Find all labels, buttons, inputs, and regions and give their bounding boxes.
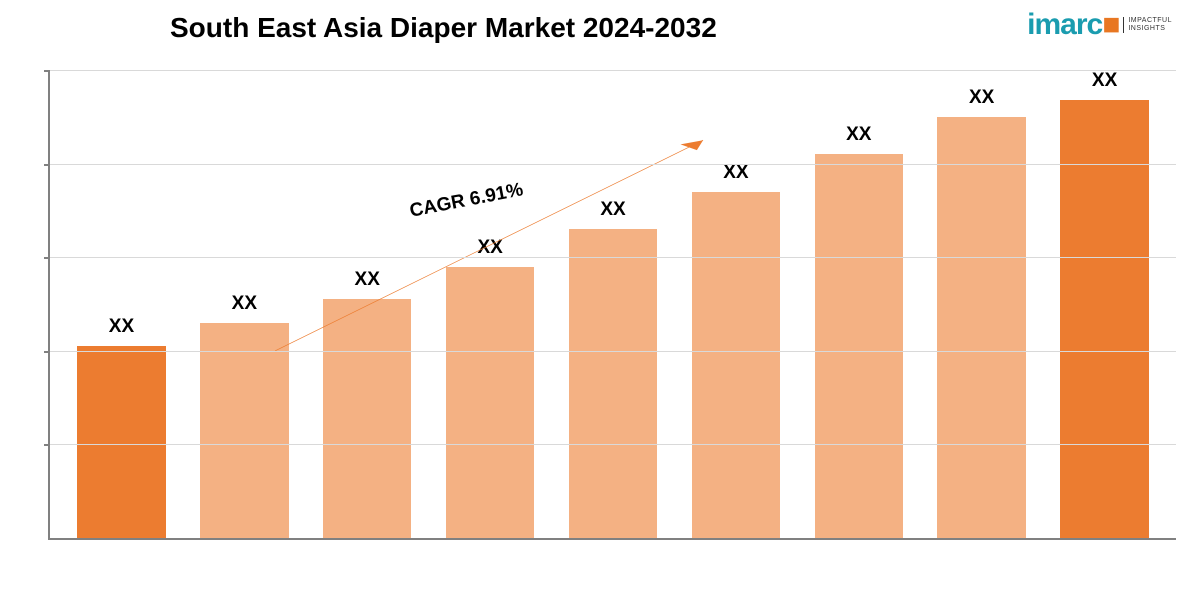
bar: [569, 229, 657, 538]
gridline: [50, 351, 1176, 352]
gridline: [50, 444, 1176, 445]
brand-logo: imarc■ IMPACTFUL INSIGHTS: [1027, 8, 1172, 42]
bar-value-label: XX: [846, 124, 871, 146]
bar-slot: XX: [183, 70, 306, 538]
logo-main-text: imarc: [1027, 8, 1102, 41]
logo-tagline-line2: INSIGHTS: [1128, 25, 1165, 32]
bar-value-label: XX: [969, 87, 994, 109]
bar: [1060, 100, 1148, 538]
y-tick: [44, 351, 50, 353]
logo-dot-icon: ■: [1102, 8, 1119, 41]
bar: [446, 267, 534, 538]
bar-slot: XX: [1043, 70, 1166, 538]
chart-title: South East Asia Diaper Market 2024-2032: [170, 12, 717, 44]
logo-text: imarc■: [1027, 8, 1119, 42]
y-tick: [44, 70, 50, 72]
bar-value-label: XX: [109, 316, 134, 338]
plot-region: XXXXXXXXXXXXXXXXXX CAGR 6.91%: [48, 70, 1176, 540]
logo-tagline-line1: IMPACTFUL: [1128, 17, 1172, 24]
bar-slot: XX: [797, 70, 920, 538]
gridline: [50, 70, 1176, 71]
bar: [937, 117, 1025, 538]
bar-value-label: XX: [1092, 70, 1117, 92]
bars-container: XX XX XX XX XX XX XX XX XX: [50, 70, 1176, 538]
page-root: South East Asia Diaper Market 2024-2032 …: [0, 0, 1200, 600]
bar-slot: XX: [920, 70, 1043, 538]
bar-value-label: XX: [477, 237, 502, 259]
bar-value-label: XX: [723, 162, 748, 184]
bar: [77, 346, 165, 538]
bar: [692, 192, 780, 538]
bar: [323, 299, 411, 538]
gridline: [50, 257, 1176, 258]
bar-slot: XX: [552, 70, 675, 538]
chart-area: XXXXXXXXXXXXXXXXXX CAGR 6.91%: [48, 70, 1176, 570]
y-tick: [44, 444, 50, 446]
logo-tagline: IMPACTFUL INSIGHTS: [1123, 17, 1172, 33]
bar-value-label: XX: [232, 293, 257, 315]
bar-value-label: XX: [355, 269, 380, 291]
bar-slot: XX: [429, 70, 552, 538]
gridline: [50, 164, 1176, 165]
bar-slot: XX: [306, 70, 429, 538]
y-tick: [44, 164, 50, 166]
y-tick: [44, 257, 50, 259]
bar-slot: XX: [60, 70, 183, 538]
bar: [815, 154, 903, 538]
bar: [200, 323, 288, 538]
bar-slot: XX: [674, 70, 797, 538]
bar-value-label: XX: [600, 199, 625, 221]
